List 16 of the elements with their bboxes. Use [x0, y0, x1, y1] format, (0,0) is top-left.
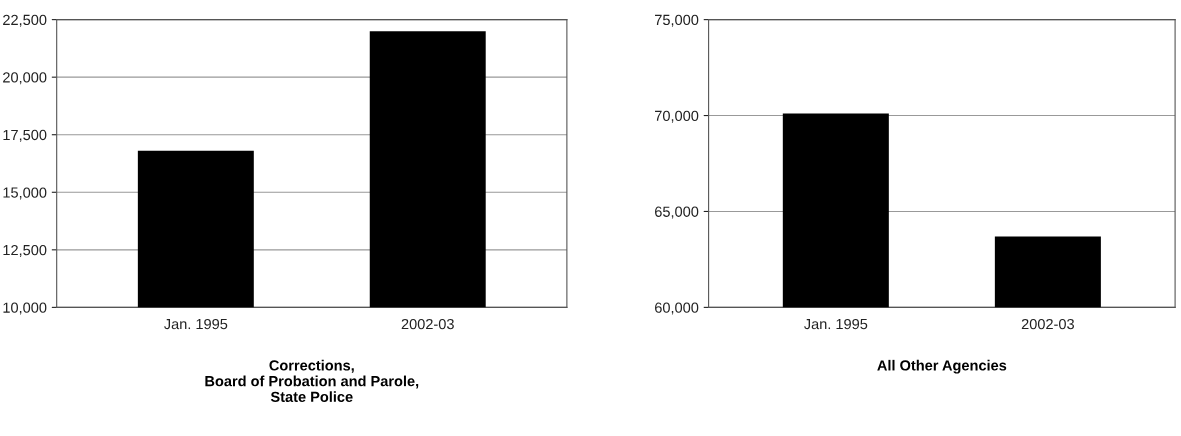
y-tick-label: 15,000	[3, 187, 47, 200]
x-tick-label: Jan. 1995	[164, 318, 228, 330]
y-tick-label: 17,500	[3, 129, 47, 142]
x-tick-label: Jan. 1995	[804, 318, 868, 330]
y-tick-label: 60,000	[655, 302, 699, 315]
y-tick-label: 10,000	[3, 302, 47, 315]
y-tick-label: 22,500	[3, 14, 47, 27]
x-axis-title: All Other Agencies	[877, 359, 1007, 374]
x-tick-label: 2002-03	[401, 318, 454, 330]
y-tick-label: 12,500	[3, 244, 47, 257]
y-tick-label: 20,000	[3, 72, 47, 85]
x-tick-label: 2002-03	[1021, 318, 1074, 330]
y-tick-label: 65,000	[655, 206, 699, 219]
x-axis-title: Corrections, Board of Probation and Parole, State Police	[205, 359, 419, 402]
y-tick-label: 70,000	[655, 110, 699, 123]
y-tick-label: 75,000	[655, 14, 699, 27]
